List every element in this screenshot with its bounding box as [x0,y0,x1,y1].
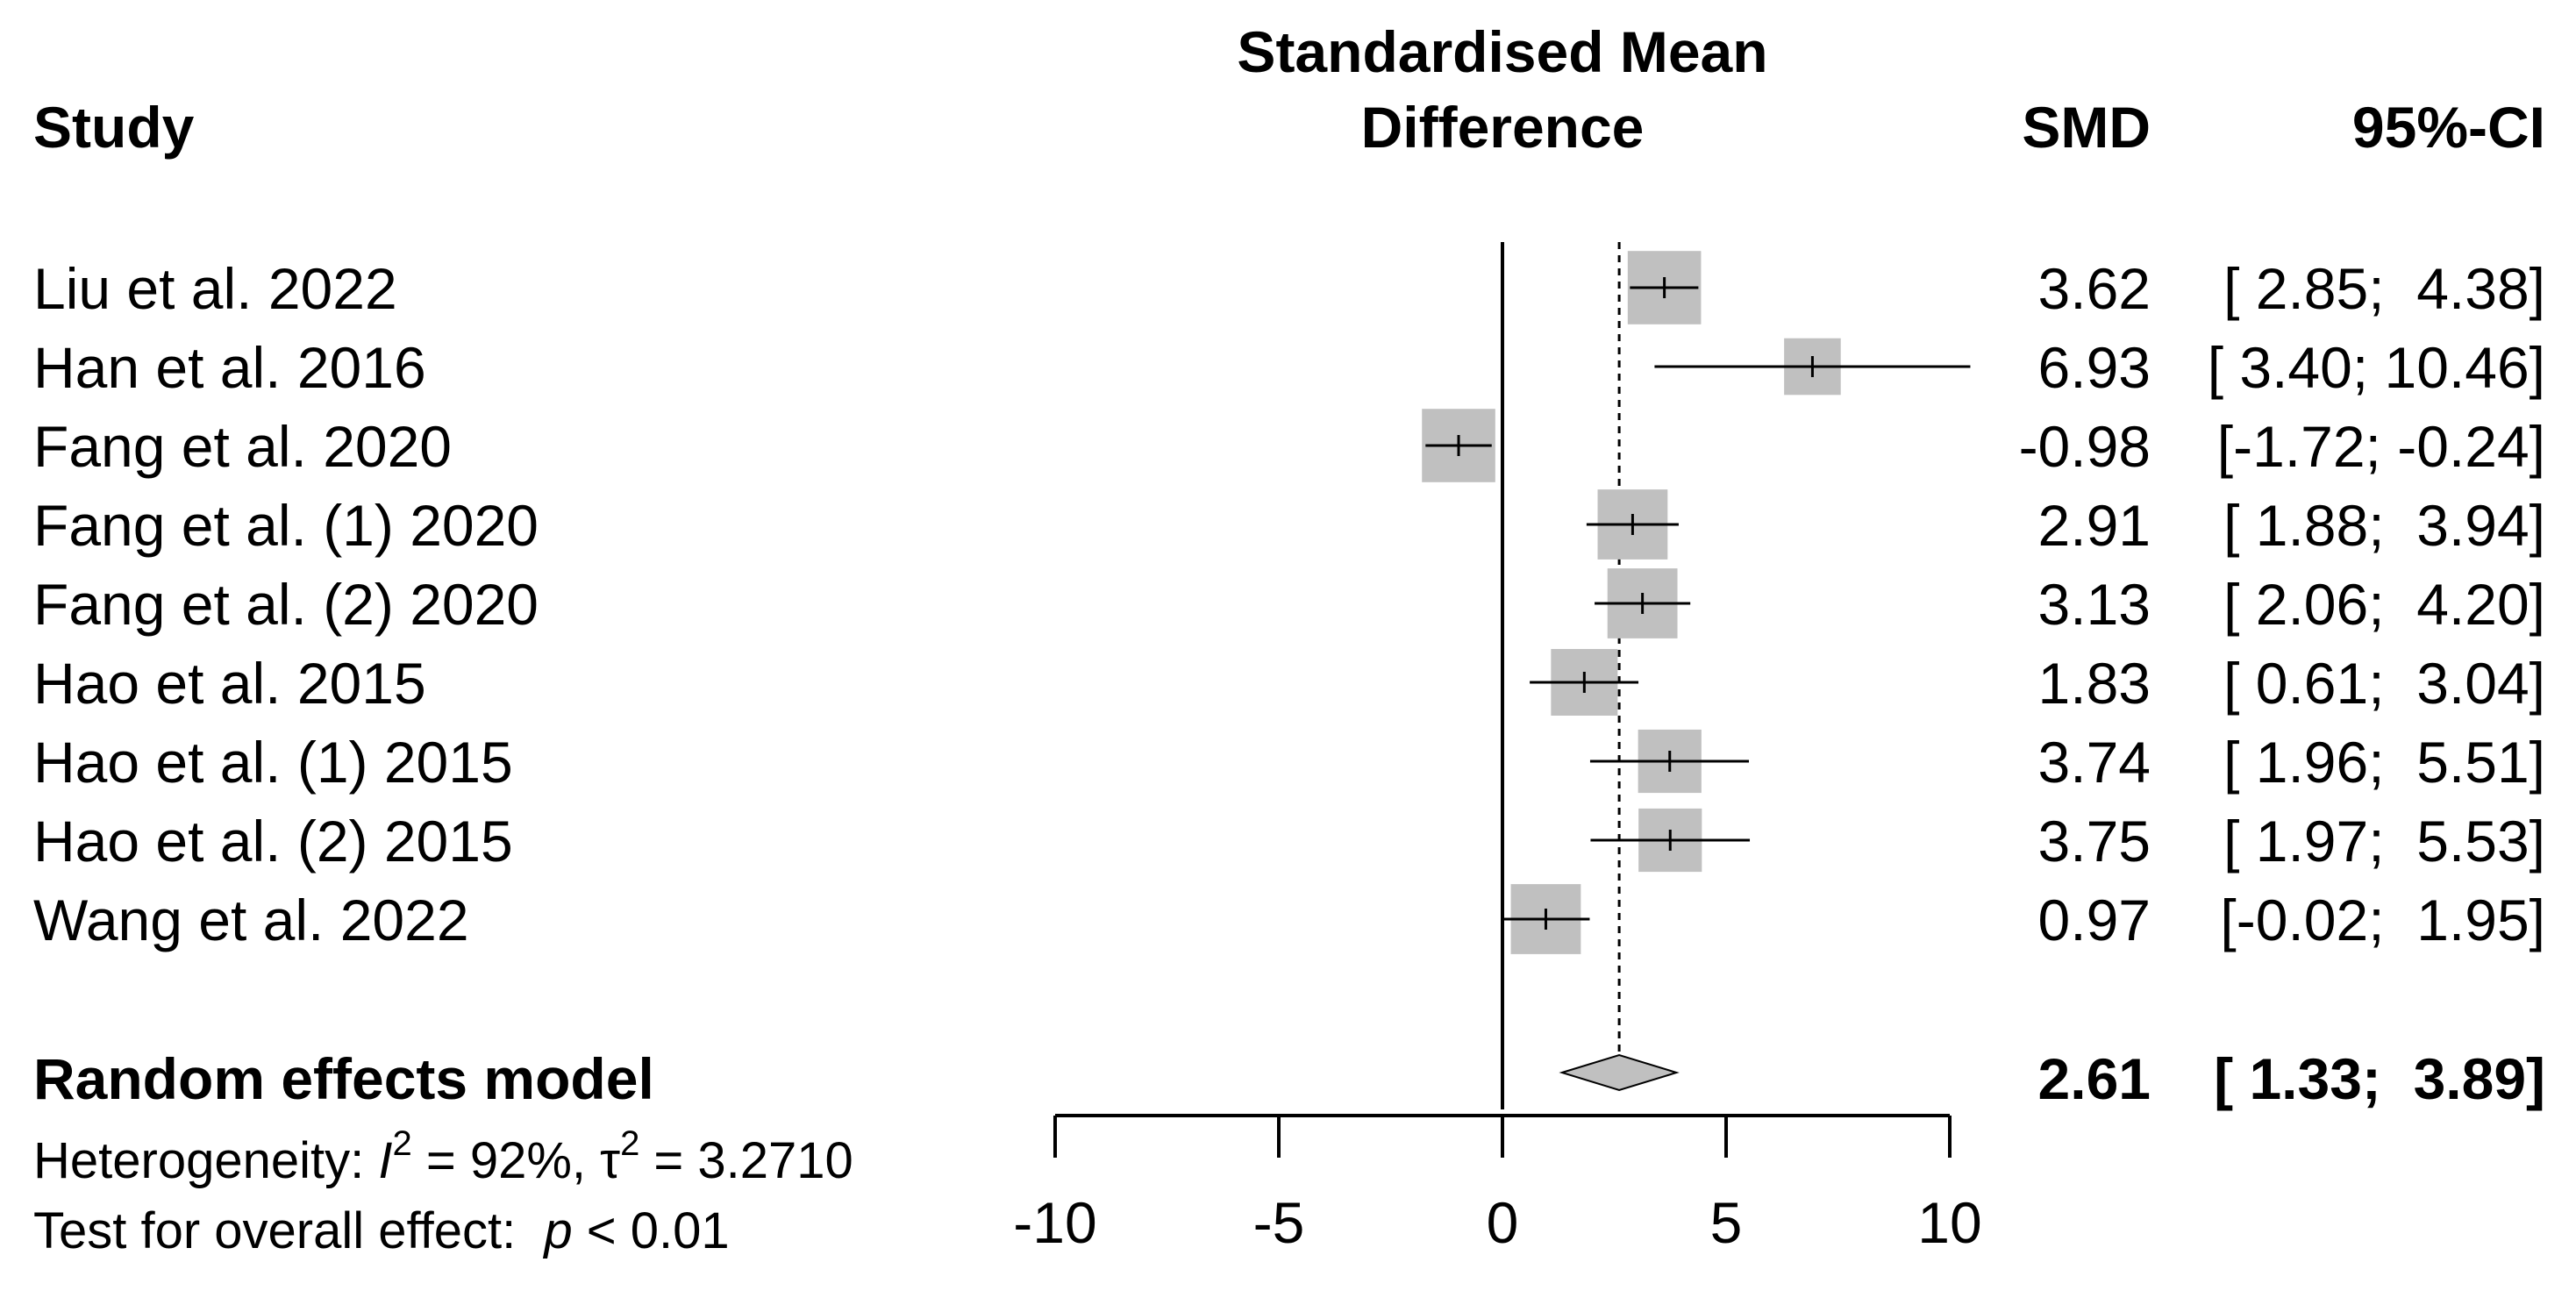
x-axis: -10 -5 0 5 10 [1013,1114,1982,1255]
study-smd: 3.75 [2038,809,2151,874]
study-name: Wang et al. 2022 [33,888,469,952]
x-tick-label: 10 [1917,1190,1981,1255]
header-plot-line1: Standardised Mean [1237,19,1767,84]
study-ci: [-1.72; -0.24] [2217,414,2545,479]
x-tick-label: -5 [1253,1190,1305,1255]
study-ci: [ 1.88; 3.94] [2223,493,2545,558]
study-marks [1422,251,1971,954]
study-smd: -0.98 [2019,414,2151,479]
pooled-ci: [ 1.33; 3.89] [2214,1046,2545,1111]
x-tick-label: 5 [1710,1190,1743,1255]
i2-symbol: I [378,1132,392,1189]
study-ci: [-0.02; 1.95] [2220,888,2545,952]
study-smd: 1.83 [2038,651,2151,716]
study-smd: 3.62 [2038,256,2151,321]
header-study: Study [33,95,195,160]
i2-superscript: 2 [392,1124,411,1163]
i2-value: = 92%, [412,1132,600,1189]
pooled-smd: 2.61 [2038,1046,2151,1111]
study-name: Fang et al. (2) 2020 [33,572,539,637]
study-smd: 3.13 [2038,572,2151,637]
header-plot-line2: Difference [1361,95,1645,160]
tau-symbol: τ [600,1132,620,1189]
tau-value: = 3.2710 [639,1132,853,1189]
tau-superscript: 2 [620,1124,639,1163]
study-smd: 6.93 [2038,335,2151,400]
p-symbol: p [542,1202,572,1259]
study-name: Hao et al. (2) 2015 [33,809,513,874]
study-ci: [ 0.61; 3.04] [2223,651,2545,716]
pooled-label: Random effects model [33,1046,654,1111]
study-ci: [ 1.97; 5.53] [2223,809,2545,874]
pooled-diamond [1559,1053,1680,1092]
study-name: Liu et al. 2022 [33,256,397,321]
x-tick-label: 0 [1487,1190,1519,1255]
study-name: Han et al. 2016 [33,335,426,400]
overall-prefix: Test for overall effect: [33,1202,544,1259]
header-ci: 95%-CI [2352,95,2545,160]
study-ci: [ 3.40; 10.46] [2208,335,2545,400]
header-smd: SMD [2022,95,2151,160]
study-smd: 3.74 [2038,730,2151,795]
x-tick-label: -10 [1013,1190,1096,1255]
study-ci: [ 2.85; 4.38] [2223,256,2545,321]
study-name: Hao et al. (1) 2015 [33,730,513,795]
study-smd: 2.91 [2038,493,2151,558]
study-name: Hao et al. 2015 [33,651,426,716]
overall-effect-text: Test for overall effect: p < 0.01 [33,1202,730,1259]
study-smd: 0.97 [2038,888,2151,952]
heterogeneity-prefix: Heterogeneity: [33,1132,378,1189]
study-text: Liu et al. 2022 3.62 [ 2.85; 4.38] Han et a… [33,256,2545,952]
p-value: < 0.01 [573,1202,730,1259]
study-name: Fang et al. 2020 [33,414,452,479]
heterogeneity-text: Heterogeneity: I2 = 92%, τ2 = 3.2710 [33,1124,853,1189]
reference-lines [1501,242,1621,1109]
study-ci: [ 2.06; 4.20] [2223,572,2545,637]
study-name: Fang et al. (1) 2020 [33,493,539,558]
study-ci: [ 1.96; 5.51] [2223,730,2545,795]
